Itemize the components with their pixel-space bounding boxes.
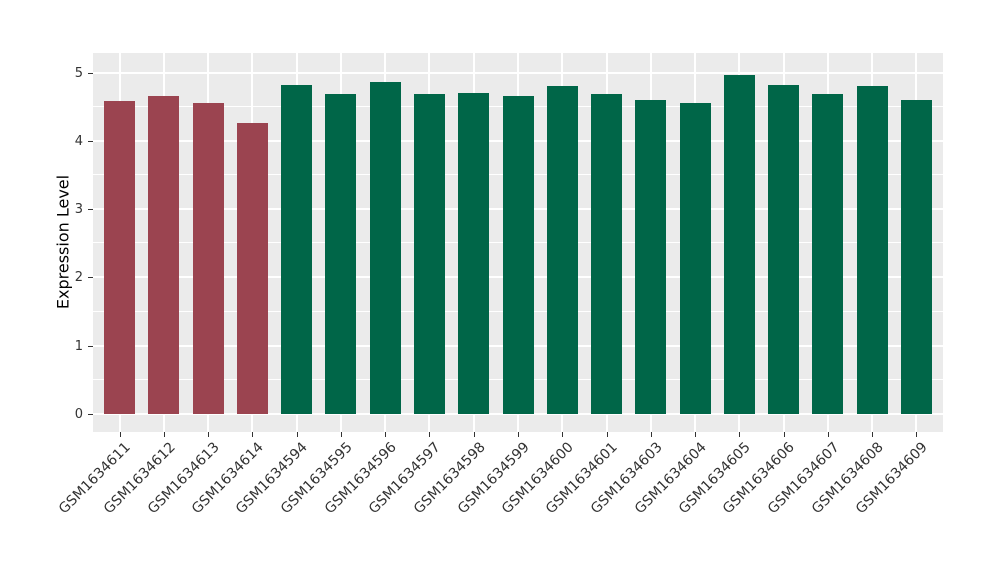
- bar: [104, 101, 136, 414]
- y-tick-label: 1: [74, 338, 83, 354]
- x-axis-tick: [385, 432, 387, 437]
- y-axis-title: Expression Level: [53, 174, 73, 310]
- bar: [591, 93, 623, 414]
- bar: [413, 94, 445, 414]
- x-axis-tick: [827, 432, 829, 437]
- y-tick-label: 5: [74, 65, 83, 81]
- x-axis-tick: [739, 432, 741, 437]
- bar: [768, 84, 800, 414]
- y-tick-label: 4: [74, 133, 83, 149]
- bar: [900, 99, 932, 414]
- bar: [856, 86, 888, 414]
- bar: [502, 95, 534, 414]
- x-axis-tick: [208, 432, 210, 437]
- y-tick-label: 0: [74, 407, 83, 422]
- y-tick-label: 2: [74, 270, 83, 286]
- y-axis-tick: [88, 140, 93, 142]
- y-axis-tick: [88, 414, 93, 415]
- x-axis-tick: [650, 432, 652, 437]
- bar: [723, 74, 755, 414]
- x-axis-tick: [606, 432, 608, 437]
- x-axis-tick: [429, 432, 431, 437]
- x-axis-tick: [916, 432, 918, 437]
- y-axis-tick: [88, 209, 93, 211]
- x-axis-tick: [518, 432, 519, 437]
- bar: [546, 86, 578, 414]
- bar: [192, 102, 224, 414]
- x-axis-tick: [119, 432, 121, 437]
- bar: [236, 123, 268, 414]
- bar: [635, 99, 667, 414]
- x-axis-tick: [252, 432, 254, 437]
- x-axis-tick: [562, 432, 564, 437]
- bar: [281, 84, 313, 414]
- y-axis-tick: [88, 277, 93, 279]
- bar: [325, 94, 357, 414]
- bar: [369, 82, 401, 414]
- x-axis-tick: [163, 432, 165, 437]
- x-axis-tick: [783, 432, 785, 437]
- y-tick-label: 3: [74, 202, 83, 218]
- x-axis-tick: [340, 432, 342, 437]
- x-axis-tick: [872, 432, 874, 437]
- x-axis-tick: [473, 432, 475, 437]
- x-axis-tick: [296, 432, 298, 437]
- bar: [812, 94, 844, 414]
- bar: [679, 102, 711, 414]
- plot-panel: [93, 53, 943, 432]
- bar: [458, 93, 490, 414]
- y-axis-tick: [88, 72, 93, 74]
- y-axis-tick: [88, 345, 93, 347]
- x-axis-tick: [695, 432, 697, 437]
- bar: [148, 95, 180, 414]
